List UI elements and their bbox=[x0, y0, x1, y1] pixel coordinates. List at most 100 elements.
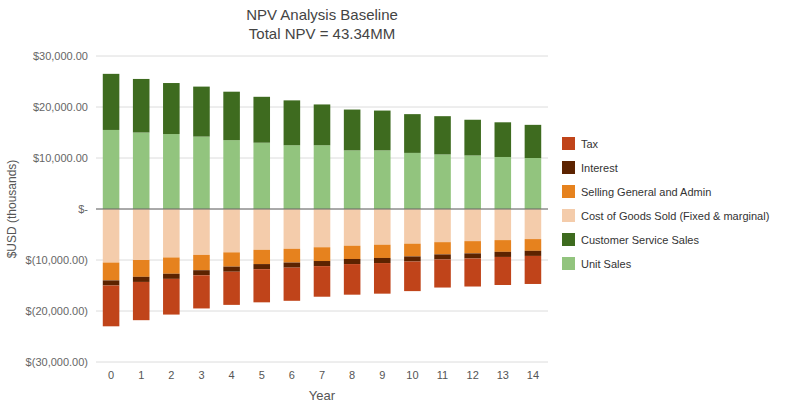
bar-segment bbox=[464, 209, 481, 241]
y-tick-label: $30,000.00 bbox=[33, 50, 88, 62]
bar-segment bbox=[344, 150, 361, 209]
bar-segment bbox=[284, 100, 301, 145]
bar-segment bbox=[374, 245, 391, 258]
bar-segment bbox=[193, 255, 210, 270]
bar-segment bbox=[163, 83, 180, 134]
y-axis: $(30,000.00)$(20,000.00)$(10,000.00)$-$1… bbox=[26, 50, 548, 368]
y-tick-label: $- bbox=[78, 203, 88, 215]
bar-segment bbox=[495, 122, 512, 157]
chart: $(30,000.00)$(20,000.00)$(10,000.00)$-$1… bbox=[0, 0, 800, 409]
bar-segment bbox=[525, 158, 542, 209]
bar-segment bbox=[525, 239, 542, 251]
bar-segment bbox=[434, 154, 451, 209]
bar-segment bbox=[193, 137, 210, 209]
legend-swatch bbox=[562, 137, 575, 150]
grid-line bbox=[96, 209, 548, 210]
bar-segment bbox=[314, 261, 331, 266]
bar-segment bbox=[253, 264, 270, 269]
bar-segment bbox=[464, 120, 481, 156]
bar-segment bbox=[193, 270, 210, 275]
bar-segment bbox=[314, 104, 331, 145]
y-tick-label: $10,000.00 bbox=[33, 152, 88, 164]
bar-segment bbox=[434, 254, 451, 259]
bar-segment bbox=[434, 116, 451, 154]
legend-label: Selling General and Admin bbox=[581, 186, 711, 198]
x-tick-label: 14 bbox=[527, 369, 539, 381]
grid-line bbox=[96, 362, 548, 363]
bar-segment bbox=[404, 114, 421, 153]
x-tick-label: 9 bbox=[379, 369, 385, 381]
bar-segment bbox=[464, 253, 481, 258]
bar-segment bbox=[495, 240, 512, 252]
legend-label: Customer Service Sales bbox=[581, 234, 699, 246]
bar-segment bbox=[374, 111, 391, 151]
bar-segment bbox=[344, 209, 361, 246]
bar-segment bbox=[253, 269, 270, 302]
y-tick-label: $(10,000.00) bbox=[26, 254, 88, 266]
zero-line bbox=[96, 208, 548, 209]
bar-segment bbox=[163, 257, 180, 273]
bar-segment bbox=[103, 263, 120, 281]
bar-segment bbox=[103, 286, 120, 327]
bar-segment bbox=[344, 259, 361, 264]
bar-segment bbox=[193, 275, 210, 308]
bar-segment bbox=[163, 134, 180, 209]
bar-segment bbox=[223, 209, 240, 252]
bar-segment bbox=[223, 272, 240, 305]
bar-segment bbox=[163, 209, 180, 257]
bar-segment bbox=[284, 263, 301, 268]
bar-segment bbox=[103, 280, 120, 285]
legend-swatch bbox=[562, 209, 575, 222]
bar-segment bbox=[133, 79, 150, 133]
bar-segment bbox=[223, 267, 240, 272]
bar-segment bbox=[223, 252, 240, 266]
bar-segment bbox=[223, 140, 240, 209]
x-tick-label: 6 bbox=[289, 369, 295, 381]
x-tick-label: 13 bbox=[497, 369, 509, 381]
bar-segment bbox=[464, 258, 481, 286]
bar-segment bbox=[404, 153, 421, 209]
bar-segment bbox=[495, 257, 512, 285]
y-tick-label: $(20,000.00) bbox=[26, 305, 88, 317]
bar-segment bbox=[103, 74, 120, 130]
bar-segment bbox=[404, 256, 421, 261]
bar-segment bbox=[495, 157, 512, 209]
bar-segment bbox=[404, 209, 421, 244]
bars bbox=[103, 74, 541, 326]
x-tick-label: 2 bbox=[168, 369, 174, 381]
bar-segment bbox=[434, 259, 451, 287]
x-tick-label: 1 bbox=[138, 369, 144, 381]
bar-segment bbox=[103, 130, 120, 209]
bar-segment bbox=[253, 250, 270, 264]
legend-label: Cost of Goods Sold (Fixed & marginal) bbox=[581, 210, 769, 222]
y-tick-label: $20,000.00 bbox=[33, 101, 88, 113]
bar-segment bbox=[525, 251, 542, 256]
x-tick-label: 4 bbox=[229, 369, 235, 381]
bar-segment bbox=[344, 246, 361, 259]
bar-segment bbox=[314, 145, 331, 209]
x-tick-label: 12 bbox=[467, 369, 479, 381]
bar-segment bbox=[253, 209, 270, 250]
bar-segment bbox=[193, 209, 210, 255]
x-tick-label: 7 bbox=[319, 369, 325, 381]
bar-segment bbox=[133, 277, 150, 282]
x-tick-label: 10 bbox=[406, 369, 418, 381]
legend-label: Interest bbox=[581, 162, 618, 174]
bar-segment bbox=[344, 264, 361, 295]
bar-segment bbox=[193, 87, 210, 137]
bar-segment bbox=[374, 150, 391, 209]
bar-segment bbox=[495, 252, 512, 257]
bar-segment bbox=[404, 244, 421, 257]
bar-segment bbox=[374, 263, 391, 294]
title: NPV Analysis BaselineTotal NPV = 43.34MM bbox=[246, 6, 398, 42]
legend-label: Unit Sales bbox=[581, 258, 632, 270]
x-tick-label: 8 bbox=[349, 369, 355, 381]
bar-segment bbox=[464, 241, 481, 253]
bar-segment bbox=[464, 155, 481, 209]
x-tick-label: 0 bbox=[108, 369, 114, 381]
bar-segment bbox=[284, 209, 301, 249]
bar-segment bbox=[344, 110, 361, 151]
bar-segment bbox=[103, 209, 120, 263]
bar-segment bbox=[525, 209, 542, 239]
x-tick-label: 5 bbox=[259, 369, 265, 381]
